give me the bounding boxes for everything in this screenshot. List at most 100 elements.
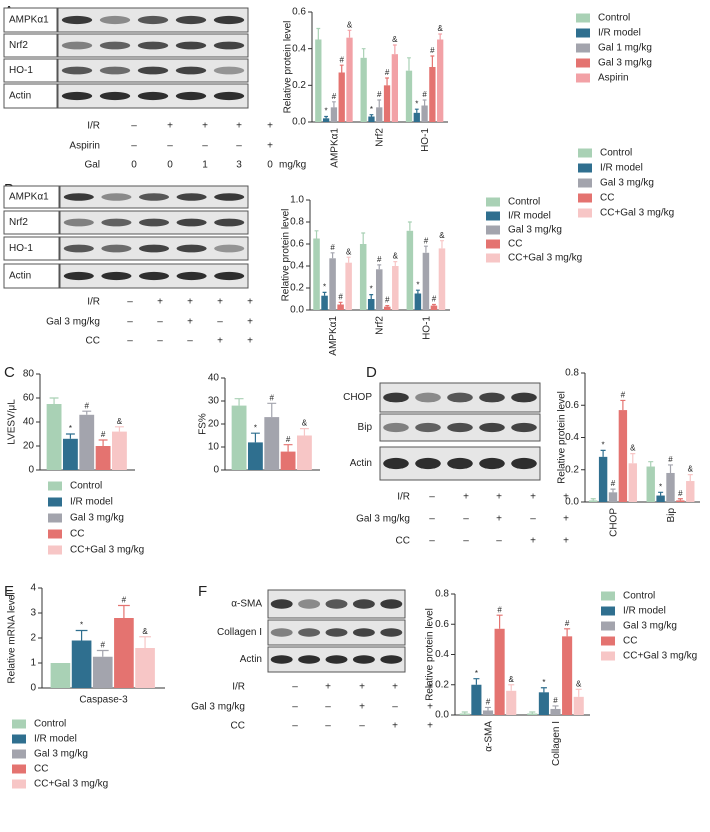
error-bar xyxy=(65,433,75,439)
bar xyxy=(322,118,330,122)
error-bar xyxy=(392,44,397,55)
y-tick-label: 2 xyxy=(30,633,36,644)
error-bar xyxy=(316,27,321,40)
y-axis-title: Relative protein level xyxy=(283,21,294,114)
y-tick-label: 40 xyxy=(208,373,220,384)
condition-cell: + xyxy=(187,297,193,308)
significance-mark: # xyxy=(430,46,435,55)
condition-cell: + xyxy=(496,492,502,503)
condition-cell: – xyxy=(131,121,137,132)
legend-label: Aspirin xyxy=(598,73,629,84)
bar xyxy=(628,463,637,502)
blot-label-cell xyxy=(3,7,58,33)
significance-mark: * xyxy=(323,283,326,292)
significance-mark: & xyxy=(576,679,582,688)
significance-mark: & xyxy=(392,35,398,44)
blot-band xyxy=(137,91,169,101)
error-bar xyxy=(75,629,88,641)
legend-swatch xyxy=(576,73,590,83)
error-bar xyxy=(407,221,412,231)
legend-swatch xyxy=(12,779,26,789)
error-bar xyxy=(590,498,596,501)
significance-mark: # xyxy=(385,68,390,77)
blot-band xyxy=(213,91,245,101)
legend-label: CC+Gal 3 mg/kg xyxy=(508,253,582,264)
error-bar xyxy=(283,444,293,452)
blot-band xyxy=(380,655,403,664)
blot-band xyxy=(270,628,293,637)
condition-cell: + xyxy=(236,121,242,132)
legend-label: CC+Gal 3 mg/kg xyxy=(600,208,674,219)
blot-row-label: Actin xyxy=(240,654,262,665)
condition-label: CC xyxy=(231,721,245,732)
error-bar xyxy=(529,711,536,714)
bar xyxy=(392,266,399,310)
condition-cell: – xyxy=(236,141,242,152)
x-tick-label: CHOP xyxy=(608,508,619,537)
bar xyxy=(79,414,95,470)
bar xyxy=(437,39,444,122)
bar xyxy=(330,107,338,122)
condition-cell: – xyxy=(127,317,133,328)
blot-band xyxy=(380,599,403,609)
legend-label: Gal 3 mg/kg xyxy=(598,58,652,69)
condition-cell: + xyxy=(217,336,223,347)
legend-label: Gal 3 mg/kg xyxy=(623,621,677,632)
significance-mark: & xyxy=(688,465,694,474)
blot-band xyxy=(138,218,170,227)
condition-cell: + xyxy=(359,682,365,693)
y-axis-title: LVESV/μL xyxy=(7,399,18,445)
condition-label: Aspirin xyxy=(69,141,100,152)
legend-label: CC xyxy=(34,764,48,775)
condition-cell: – xyxy=(167,141,173,152)
blot-band xyxy=(298,655,321,664)
condition-label: Gal xyxy=(84,160,100,171)
blot-band xyxy=(298,628,321,637)
legend-swatch xyxy=(48,497,62,507)
error-bar xyxy=(600,449,606,457)
significance-mark: # xyxy=(424,236,429,245)
significance-mark: # xyxy=(486,698,491,707)
blot-band xyxy=(101,244,132,253)
blot-band xyxy=(61,15,93,25)
legend-swatch xyxy=(578,208,592,218)
error-bar xyxy=(667,464,674,473)
bar xyxy=(376,107,383,122)
y-axis-title: Relative mRNA level xyxy=(7,592,18,683)
condition-cell: – xyxy=(127,297,133,308)
error-bar xyxy=(484,706,492,711)
condition-cell: 3 xyxy=(236,160,242,171)
blot-band xyxy=(447,392,473,403)
significance-mark: & xyxy=(346,247,352,256)
blot-band xyxy=(63,271,94,281)
bar xyxy=(359,244,367,310)
error-bar xyxy=(658,491,664,496)
condition-cell: – xyxy=(187,336,193,347)
condition-cell: – xyxy=(217,317,223,328)
y-tick-label: 0.8 xyxy=(435,589,449,600)
condition-cell: – xyxy=(292,702,298,713)
condition-cell: + xyxy=(247,297,253,308)
significance-mark: # xyxy=(101,430,106,439)
condition-cell: – xyxy=(392,702,398,713)
error-bar xyxy=(414,108,419,113)
bar xyxy=(337,304,344,310)
legend-label: CC+Gal 3 mg/kg xyxy=(623,651,697,662)
condition-cell: + xyxy=(563,536,569,547)
significance-mark: * xyxy=(475,669,478,678)
legend-label: CC+Gal 3 mg/kg xyxy=(70,545,144,556)
significance-mark: # xyxy=(497,605,502,614)
bar xyxy=(114,618,134,688)
condition-unit: mg/kg xyxy=(279,160,306,171)
bar xyxy=(562,636,573,715)
blot-band xyxy=(415,392,441,403)
legend-label: Gal 3 mg/kg xyxy=(70,513,124,524)
legend-swatch xyxy=(12,749,26,759)
bar xyxy=(471,684,482,715)
y-tick-label: 3 xyxy=(30,608,36,619)
y-tick-label: 0.4 xyxy=(565,432,579,443)
bar xyxy=(646,466,655,502)
bar xyxy=(46,404,62,470)
significance-mark: * xyxy=(370,105,373,114)
blot-band xyxy=(380,628,403,637)
